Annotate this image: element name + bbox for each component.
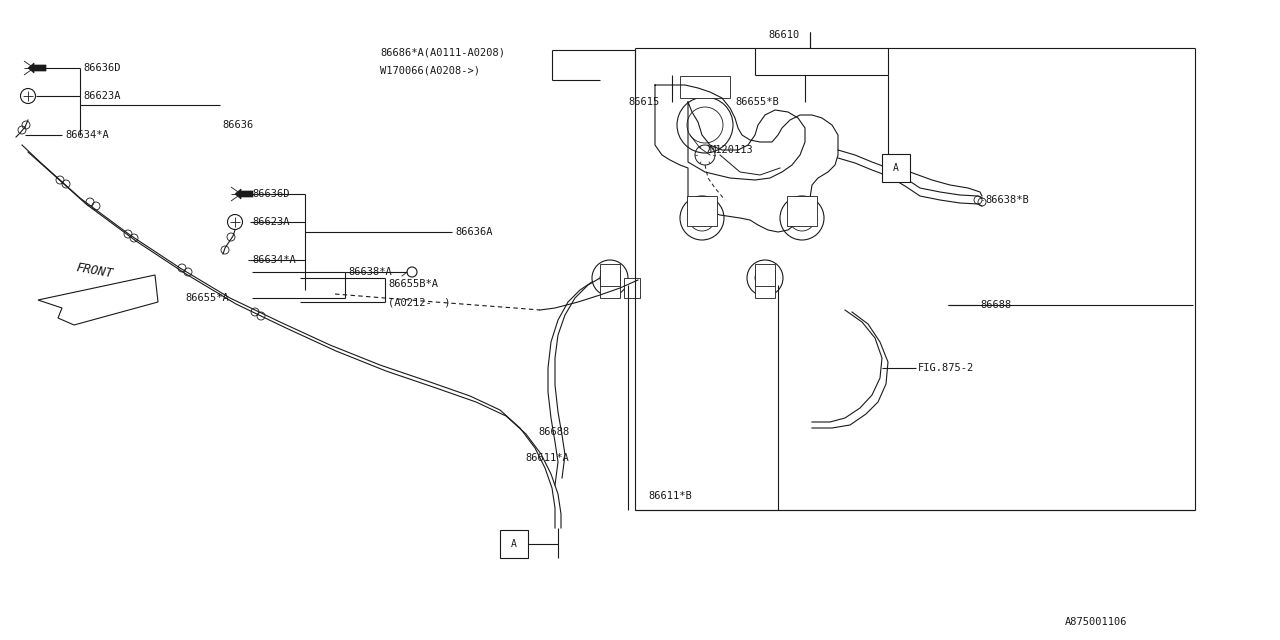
Bar — [600, 264, 620, 286]
Bar — [625, 278, 640, 298]
Bar — [687, 196, 717, 226]
Text: 86610: 86610 — [768, 30, 799, 40]
Text: 86623A: 86623A — [252, 217, 289, 227]
FancyArrow shape — [236, 189, 253, 199]
Text: M120113: M120113 — [710, 145, 754, 155]
Text: 86636D: 86636D — [83, 63, 120, 73]
Text: W170066(A0208->): W170066(A0208->) — [380, 65, 480, 75]
Text: 86623A: 86623A — [83, 91, 120, 101]
Text: A875001106: A875001106 — [1065, 617, 1128, 627]
Text: (A0212-  ): (A0212- ) — [388, 297, 451, 307]
Text: 86638*B: 86638*B — [986, 195, 1029, 205]
Text: 86655*A: 86655*A — [186, 293, 229, 303]
Bar — [755, 264, 774, 286]
FancyArrow shape — [28, 63, 46, 73]
Text: FIG.875-2: FIG.875-2 — [918, 363, 974, 373]
Text: 86638*A: 86638*A — [348, 267, 392, 277]
Bar — [600, 270, 620, 298]
Bar — [755, 270, 774, 298]
Text: A: A — [893, 163, 899, 173]
Text: 86611*B: 86611*B — [648, 491, 691, 501]
Text: 86636D: 86636D — [252, 189, 289, 199]
Text: 86686*A(A0111-A0208): 86686*A(A0111-A0208) — [380, 47, 506, 57]
Text: 86636A: 86636A — [454, 227, 493, 237]
Bar — [882, 154, 910, 182]
Text: 86634*A: 86634*A — [252, 255, 296, 265]
Text: 86634*A: 86634*A — [65, 130, 109, 140]
Text: 86611*A: 86611*A — [525, 453, 568, 463]
Text: FRONT: FRONT — [76, 260, 115, 280]
Text: 86655B*A: 86655B*A — [388, 279, 438, 289]
Bar — [680, 76, 730, 98]
Text: 86636: 86636 — [221, 120, 253, 130]
Text: 86655*B: 86655*B — [735, 97, 778, 107]
Text: 86615: 86615 — [628, 97, 659, 107]
Bar — [500, 530, 529, 558]
Polygon shape — [38, 275, 157, 325]
Bar — [787, 196, 817, 226]
Text: 86688: 86688 — [980, 300, 1011, 310]
Text: A: A — [511, 539, 517, 549]
Text: 86688: 86688 — [538, 427, 570, 437]
